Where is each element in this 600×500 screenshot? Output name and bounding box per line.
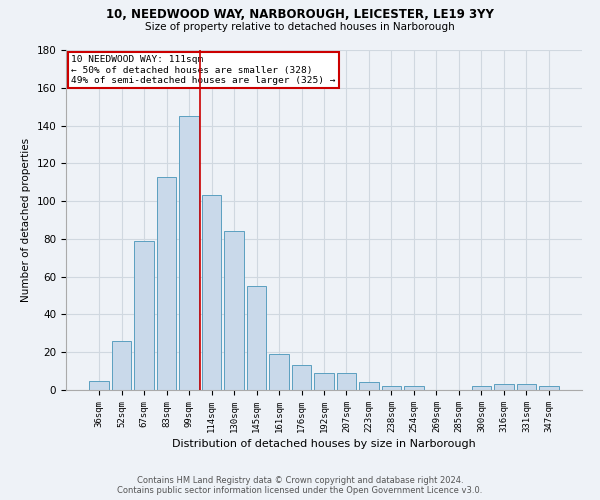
Bar: [404, 386, 424, 390]
Bar: [359, 382, 379, 390]
Bar: [472, 386, 491, 390]
Bar: [382, 386, 401, 390]
Bar: [314, 373, 334, 390]
Text: Size of property relative to detached houses in Narborough: Size of property relative to detached ho…: [145, 22, 455, 32]
Bar: [112, 341, 131, 390]
Bar: [517, 384, 536, 390]
Bar: [292, 366, 311, 390]
Bar: [179, 116, 199, 390]
Bar: [539, 386, 559, 390]
Bar: [224, 232, 244, 390]
Bar: [202, 196, 221, 390]
X-axis label: Distribution of detached houses by size in Narborough: Distribution of detached houses by size …: [172, 439, 476, 449]
Bar: [134, 241, 154, 390]
Y-axis label: Number of detached properties: Number of detached properties: [21, 138, 31, 302]
Bar: [269, 354, 289, 390]
Text: 10, NEEDWOOD WAY, NARBOROUGH, LEICESTER, LE19 3YY: 10, NEEDWOOD WAY, NARBOROUGH, LEICESTER,…: [106, 8, 494, 20]
Bar: [337, 373, 356, 390]
Bar: [494, 384, 514, 390]
Text: Contains HM Land Registry data © Crown copyright and database right 2024.
Contai: Contains HM Land Registry data © Crown c…: [118, 476, 482, 495]
Text: 10 NEEDWOOD WAY: 111sqm
← 50% of detached houses are smaller (328)
49% of semi-d: 10 NEEDWOOD WAY: 111sqm ← 50% of detache…: [71, 55, 335, 85]
Bar: [247, 286, 266, 390]
Bar: [157, 176, 176, 390]
Bar: [89, 380, 109, 390]
